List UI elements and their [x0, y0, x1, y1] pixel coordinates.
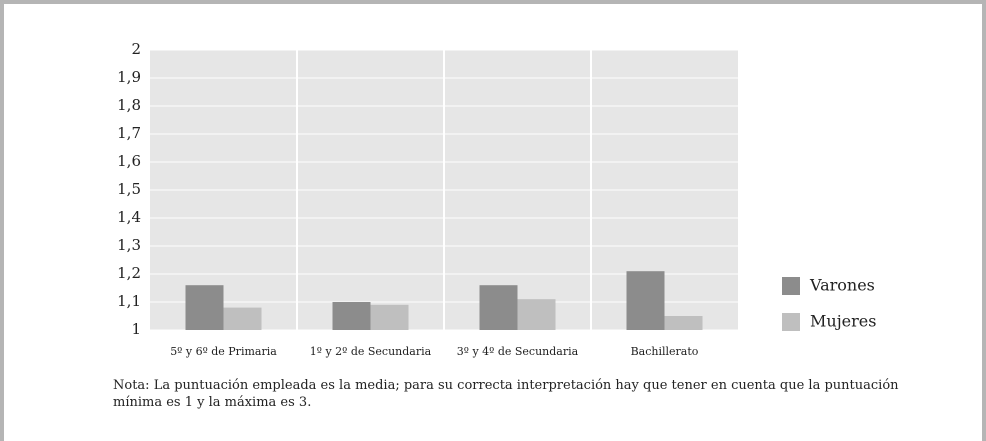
x-tick-label: 5º y 6º de Primaria — [170, 345, 277, 358]
bar — [185, 285, 224, 330]
legend-label: Varones — [809, 276, 875, 295]
bar — [517, 299, 556, 330]
y-tick-label: 1,1 — [117, 292, 141, 310]
bar — [626, 271, 665, 330]
y-tick-label: 1,2 — [117, 264, 141, 282]
bar — [223, 307, 262, 330]
legend-swatch — [782, 313, 800, 331]
x-tick-label: 3º y 4º de Secundaria — [457, 345, 579, 358]
legend-swatch — [782, 277, 800, 295]
y-tick-label: 1,7 — [117, 124, 141, 142]
bar — [332, 302, 371, 330]
bar — [479, 285, 518, 330]
y-tick-label: 1 — [131, 320, 141, 338]
legend-label: Mujeres — [810, 312, 876, 331]
note: Nota: La puntuación empleada es la media… — [113, 378, 899, 410]
y-tick-label: 1,4 — [117, 208, 141, 226]
y-tick-label: 1,6 — [117, 152, 141, 170]
y-tick-label: 1,8 — [117, 96, 141, 114]
bar — [370, 304, 409, 330]
y-tick-label: 1,3 — [117, 236, 141, 254]
bar — [664, 316, 703, 330]
x-tick-label: 1º y 2º de Secundaria — [310, 345, 432, 358]
x-tick-label: Bachillerato — [631, 345, 699, 358]
y-tick-label: 1,5 — [117, 180, 141, 198]
y-tick-label: 1,9 — [117, 68, 141, 86]
y-tick-label: 2 — [131, 40, 141, 58]
